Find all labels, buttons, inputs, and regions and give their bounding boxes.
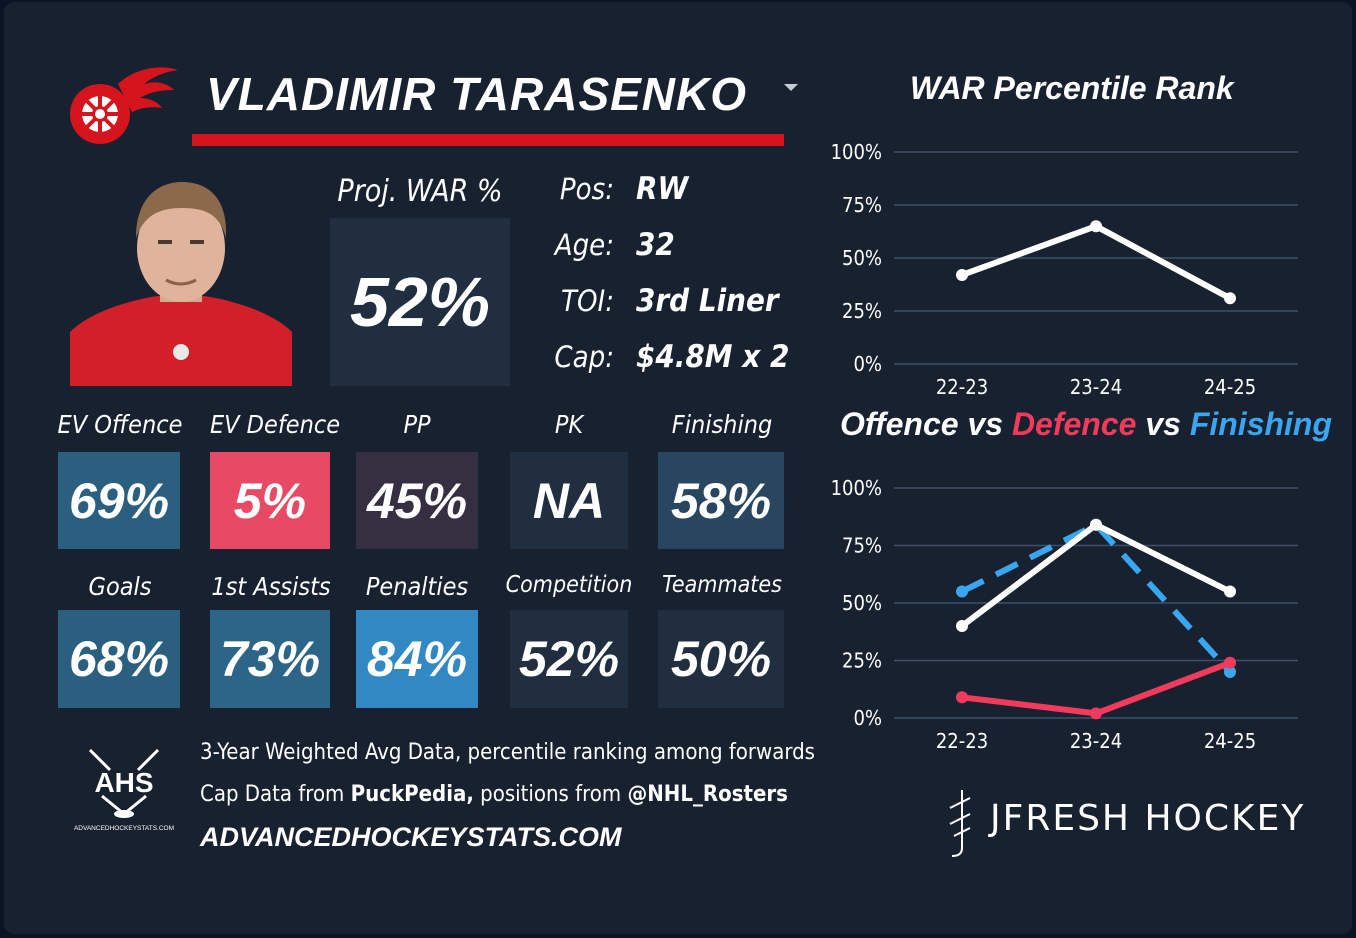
stat-label-pk: PK: [554, 410, 584, 439]
stat-box-goals: 68%: [58, 610, 180, 708]
war-value: 52%: [349, 263, 491, 341]
x-tick-label: 24-25: [1204, 729, 1256, 753]
stat-label-teammates: Teammates: [662, 572, 782, 598]
data-point: [1090, 707, 1102, 720]
data-point: [956, 585, 968, 598]
war-label: Proj. WAR %: [337, 174, 503, 209]
toi-value: 3rd Liner: [636, 283, 779, 319]
stat-box-teammates: 50%: [658, 610, 784, 708]
data-point: [1090, 220, 1102, 233]
x-tick-label: 22-23: [936, 375, 988, 399]
stat-box-pk: NA: [510, 452, 628, 549]
stat-label-pp: PP: [403, 410, 431, 439]
toi-label: TOI:: [561, 284, 614, 318]
puckpedia-link[interactable]: PuckPedia,: [350, 782, 474, 807]
chart-2-title-offence: Offence: [840, 406, 959, 442]
stat-label-competition: Competition: [505, 572, 633, 598]
series-line: [961, 659, 1232, 717]
data-point: [1090, 518, 1102, 531]
ahs-logo: AHS ADVANCEDHOCKEYSTATS.COM: [68, 744, 180, 840]
stat-box-ev-offence: 69%: [58, 452, 180, 549]
ahs-logo-text: AHS: [94, 767, 153, 798]
y-tick-label: 0%: [853, 706, 882, 730]
offence-defence-finishing-chart: 100% 75% 50% 25% 0% 22-23 23-24 24-25: [831, 476, 1298, 753]
war-value-box: 52%: [330, 218, 510, 386]
x-tick-label: 23-24: [1070, 375, 1122, 399]
chart-2-title-vs-1: vs: [958, 406, 1012, 442]
y-tick-label: 75%: [842, 534, 882, 558]
data-point: [1224, 666, 1236, 678]
stat-box-penalties: 84%: [356, 610, 478, 708]
chart-1-title: WAR Percentile Rank: [910, 70, 1234, 106]
player-name: VLADIMIR TARASENKO: [206, 68, 748, 120]
y-tick-label: 0%: [853, 352, 882, 376]
series-line: [960, 521, 1233, 675]
position-label: Pos:: [559, 172, 614, 206]
y-tick-label: 100%: [831, 476, 882, 500]
cap-value: $4.8M x 2: [636, 339, 790, 375]
name-underline: [192, 134, 784, 146]
footer-positions-prefix: positions from: [473, 782, 628, 807]
footer-line-1: 3-Year Weighted Avg Data, percentile ran…: [200, 740, 815, 765]
chart-2-title-vs-2: vs: [1136, 406, 1190, 442]
stat-box-finishing: 58%: [658, 452, 784, 549]
y-tick-label: 50%: [842, 591, 882, 615]
x-tick-label: 24-25: [1204, 375, 1256, 399]
war-percentile-chart: 100% 75% 50% 25% 0% 22-23 23-24 24-25: [831, 140, 1298, 399]
nhl-rosters-link[interactable]: @NHL_Rosters: [627, 782, 788, 807]
stat-label-finishing: Finishing: [671, 410, 773, 439]
data-point: [956, 268, 968, 281]
chart-2-title-finishing: Finishing: [1189, 406, 1333, 442]
stat-box-competition: 52%: [510, 610, 628, 708]
stat-label-penalties: Penalties: [365, 572, 469, 601]
red-wings-logo: [60, 62, 186, 148]
position-value: RW: [636, 171, 689, 207]
footer-cap-prefix: Cap Data from: [200, 782, 351, 807]
series-line: [960, 521, 1232, 629]
player-photo: [70, 172, 292, 386]
y-tick-label: 25%: [842, 649, 882, 673]
x-tick-label: 23-24: [1070, 729, 1122, 753]
stat-label-ev-offence: EV Offence: [57, 410, 183, 439]
chevron-down-icon[interactable]: [784, 84, 798, 91]
x-tick-label: 22-23: [936, 729, 988, 753]
age-value: 32: [636, 227, 675, 263]
y-tick-label: 50%: [842, 246, 882, 270]
jfresh-brand: JFRESH HOCKEY: [990, 798, 1306, 839]
ahs-logo-subtext: ADVANCEDHOCKEYSTATS.COM: [74, 825, 174, 832]
y-tick-label: 25%: [842, 299, 882, 323]
stat-box-ev-defence: 5%: [210, 452, 330, 549]
website-link[interactable]: ADVANCEDHOCKEYSTATS.COM: [200, 822, 622, 852]
data-point: [956, 620, 968, 632]
y-tick-label: 75%: [842, 193, 882, 217]
stat-label-ev-defence: EV Defence: [209, 410, 341, 439]
data-point: [1224, 656, 1236, 669]
footer-line-2: Cap Data from PuckPedia, positions from …: [200, 782, 788, 807]
player-card: VLADIMIR TARASENKO Proj. WAR % 52% Pos: …: [4, 2, 1352, 934]
data-point: [1224, 585, 1236, 598]
chart-2-title: Offence vs Defence vs Finishing: [840, 406, 1332, 443]
series-line: [960, 223, 1232, 301]
data-point: [956, 691, 968, 704]
y-tick-label: 100%: [831, 140, 882, 164]
stat-box-pp: 45%: [356, 452, 478, 549]
age-label: Age:: [554, 228, 614, 262]
stat-label-first-assists: 1st Assists: [211, 572, 331, 601]
cap-label: Cap:: [554, 340, 614, 374]
stat-label-goals: Goals: [88, 572, 152, 601]
stat-box-first-assists: 73%: [210, 610, 330, 708]
chart-2-title-defence: Defence: [1011, 406, 1137, 442]
data-point: [1224, 292, 1236, 305]
jfresh-logo-icon: [940, 788, 980, 858]
